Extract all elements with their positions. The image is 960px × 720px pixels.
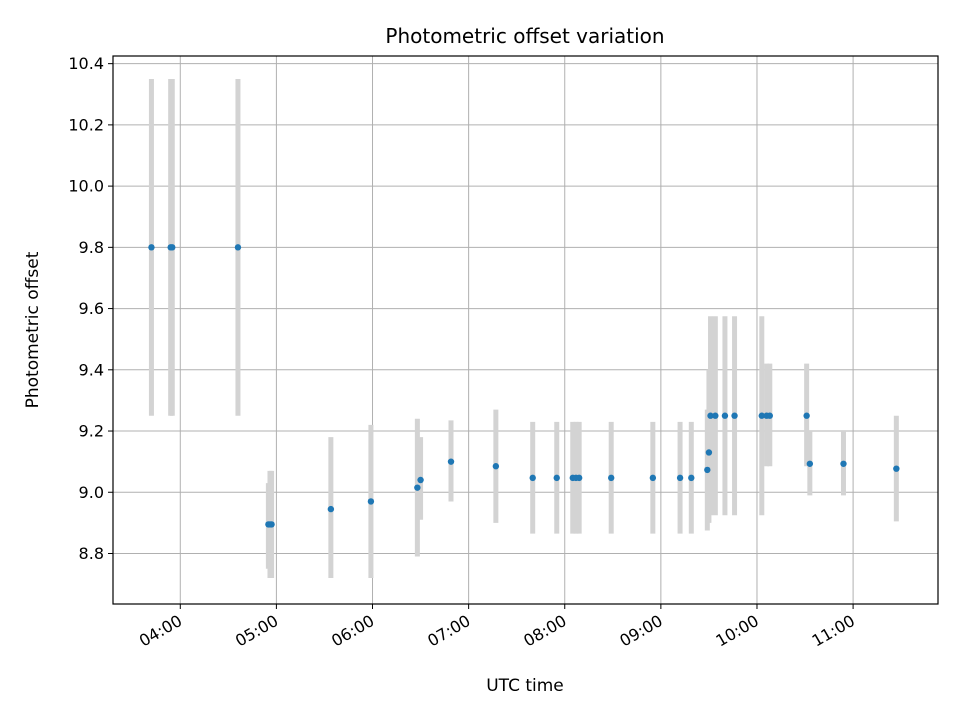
- y-tick-label: 9.0: [79, 483, 104, 502]
- data-point: [447, 458, 455, 465]
- y-axis-ticks: 8.8 9.0 9.2 9.4 9.6 9.8 10.0 10.2 10.4: [68, 54, 113, 563]
- data-point: [268, 521, 275, 528]
- data-point: [492, 463, 500, 470]
- y-tick-label: 9.4: [79, 360, 104, 379]
- data-point: [712, 412, 719, 419]
- data-point: [803, 412, 810, 419]
- data-point: [148, 244, 155, 251]
- data-point: [553, 474, 560, 482]
- y-axis-title: Photometric offset: [23, 251, 43, 408]
- data-point: [234, 244, 242, 251]
- data-point: [704, 466, 711, 474]
- y-tick-label: 10.4: [68, 54, 104, 73]
- data-point: [705, 449, 713, 456]
- data-point: [721, 412, 729, 419]
- data-point: [608, 474, 615, 482]
- data-point: [327, 505, 335, 513]
- y-tick-label: 9.8: [79, 238, 104, 257]
- y-tick-label: 8.8: [79, 544, 104, 563]
- data-point: [731, 412, 738, 419]
- data-point: [417, 476, 424, 484]
- data-point: [367, 498, 375, 505]
- data-points: [148, 244, 900, 528]
- y-tick-label: 10.0: [68, 177, 104, 196]
- data-point: [766, 412, 773, 419]
- data-point: [893, 465, 900, 472]
- data-point: [676, 474, 684, 482]
- data-point: [529, 474, 536, 482]
- data-point: [707, 412, 714, 419]
- data-point: [806, 460, 814, 467]
- y-tick-label: 10.2: [68, 115, 104, 134]
- data-point: [758, 412, 765, 419]
- plot-frame: [112, 55, 939, 605]
- chart-title: Photometric offset variation: [385, 24, 664, 48]
- data-point: [575, 474, 583, 482]
- grid: [113, 56, 938, 604]
- y-tick-label: 9.6: [79, 299, 104, 318]
- y-tick-label: 9.2: [79, 422, 104, 441]
- data-point: [169, 244, 176, 251]
- data-point: [688, 474, 695, 482]
- data-point: [840, 460, 847, 467]
- data-point: [649, 474, 657, 482]
- data-point: [414, 484, 421, 491]
- x-axis-title: UTC time: [486, 676, 564, 696]
